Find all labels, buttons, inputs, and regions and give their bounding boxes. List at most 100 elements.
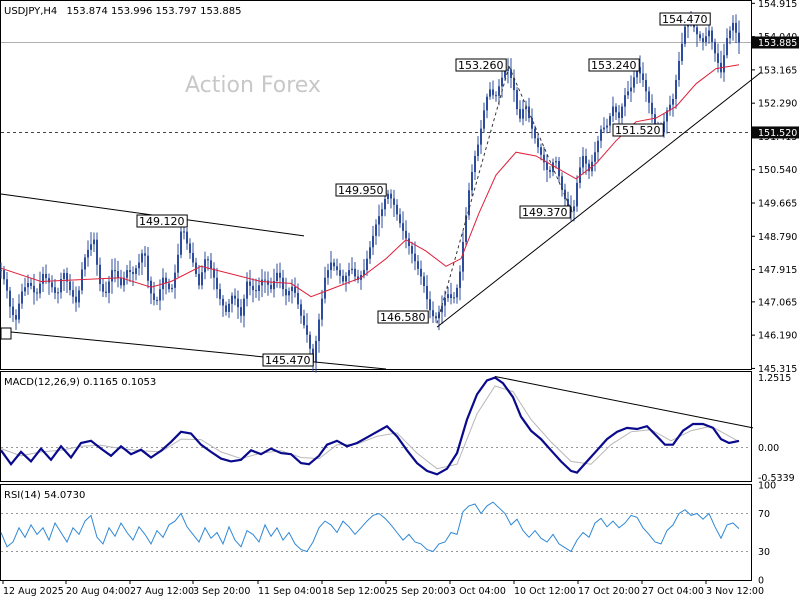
macd-tick-label: -0.5339 — [758, 473, 795, 484]
price-chart: 149.120 145.470 149.950 146.580 153.260 149.3… — [0, 10, 762, 373]
swing-label-box — [455, 58, 507, 72]
candle-body — [555, 161, 557, 163]
candle-body — [726, 38, 728, 56]
candle-body — [195, 262, 197, 274]
macd-panel-frame[interactable] — [0, 371, 752, 482]
candle-body — [534, 128, 536, 139]
candle-body — [261, 279, 263, 286]
candle-body — [36, 292, 38, 294]
time-tick-label: 20 Aug 04:00 — [66, 586, 130, 597]
candle-body — [648, 91, 650, 103]
macd-trendline — [494, 375, 754, 429]
candle-body — [393, 198, 395, 205]
candle-body — [117, 271, 119, 279]
candle-body — [639, 67, 641, 74]
candle-body — [318, 319, 320, 342]
price-panel-frame[interactable] — [0, 0, 752, 370]
candle-body — [24, 287, 26, 292]
candle-body — [549, 169, 551, 172]
candle-body — [321, 298, 323, 320]
candle-body — [189, 243, 191, 254]
time-tick-label: 27 Aug 12:00 — [130, 586, 194, 597]
candle-body — [330, 262, 332, 271]
candle-body — [411, 246, 413, 254]
candle-body — [432, 310, 434, 317]
candle-body — [222, 298, 224, 306]
candle-body — [615, 106, 617, 113]
candle-body — [561, 176, 563, 190]
swing-label-box — [335, 183, 387, 197]
candle-body — [468, 190, 470, 216]
candle-body — [699, 34, 701, 39]
candle-body — [636, 67, 638, 78]
candle-body — [597, 140, 599, 153]
candle-body — [147, 255, 149, 281]
swing-label-box — [588, 58, 640, 72]
candle-body — [633, 77, 635, 88]
candle-body — [342, 275, 344, 282]
rsi-label: RSI(14) 54.0730 — [4, 490, 85, 501]
swing-label-text: 149.950 — [338, 184, 384, 197]
candle-body — [537, 138, 539, 148]
candle-body — [9, 290, 11, 307]
candle-body — [138, 262, 140, 269]
rsi-tick-label: 30 — [758, 547, 770, 558]
candle-body — [120, 278, 122, 286]
candle-body — [264, 279, 266, 281]
candle-body — [234, 295, 236, 299]
candle-body — [135, 268, 137, 274]
candle-body — [51, 282, 53, 288]
candle-body — [348, 270, 350, 276]
swing-label-box — [519, 205, 571, 219]
candle-body — [723, 55, 725, 73]
candle-body — [378, 216, 380, 225]
candle-body — [57, 292, 59, 294]
candle-body — [369, 247, 371, 259]
current-price-box — [752, 36, 799, 49]
candle-body — [297, 292, 299, 305]
candle-body — [30, 282, 32, 286]
level-price-label: 151.520 — [758, 128, 797, 139]
price-tick-label: 152.290 — [758, 99, 797, 110]
candle-body — [192, 253, 194, 263]
candle-body — [108, 281, 110, 293]
candle-body — [456, 287, 458, 298]
swing-label-text: 145.470 — [265, 354, 311, 367]
candle-body — [18, 303, 20, 320]
time-tick-label: 27 Oct 04:00 — [642, 586, 704, 597]
candle-body — [213, 268, 215, 278]
candle-body — [444, 298, 446, 306]
candle-body — [420, 268, 422, 277]
candle-body — [573, 206, 575, 212]
rsi-tick-label: 100 — [758, 481, 776, 492]
rsi-panel-frame[interactable] — [0, 484, 752, 581]
candle-body — [711, 30, 713, 42]
ohlc-values: 153.874 153.996 153.797 153.885 — [66, 6, 241, 17]
candle-body — [144, 253, 146, 256]
candle-body — [291, 286, 293, 292]
candle-body — [282, 277, 284, 290]
candle-body — [114, 270, 116, 272]
candle-body — [426, 285, 428, 300]
time-tick-label: 3 Nov 12:00 — [706, 586, 764, 597]
candle-body — [309, 334, 311, 349]
candle-body — [666, 110, 668, 122]
candle-body — [102, 284, 104, 292]
time-tick-label: 12 Aug 2025 — [3, 586, 64, 597]
rsi-line — [0, 501, 740, 553]
price-tick-label: 150.540 — [758, 165, 797, 176]
swing-label-text: 149.120 — [139, 215, 185, 228]
price-tick-label: 149.665 — [758, 198, 797, 209]
candle-body — [594, 152, 596, 162]
candle-body — [672, 98, 674, 105]
candle-body — [279, 272, 281, 278]
time-tick-label: 18 Sep 12:00 — [322, 586, 385, 597]
macd-tick-label: 0.00 — [758, 443, 779, 454]
candle-body — [654, 114, 656, 126]
candle-body — [180, 231, 182, 255]
swing-label-text: 151.520 — [615, 124, 661, 137]
candle-body — [474, 156, 476, 172]
candle-body — [513, 77, 515, 91]
time-tick-label: 3 Sep 20:00 — [193, 586, 250, 597]
